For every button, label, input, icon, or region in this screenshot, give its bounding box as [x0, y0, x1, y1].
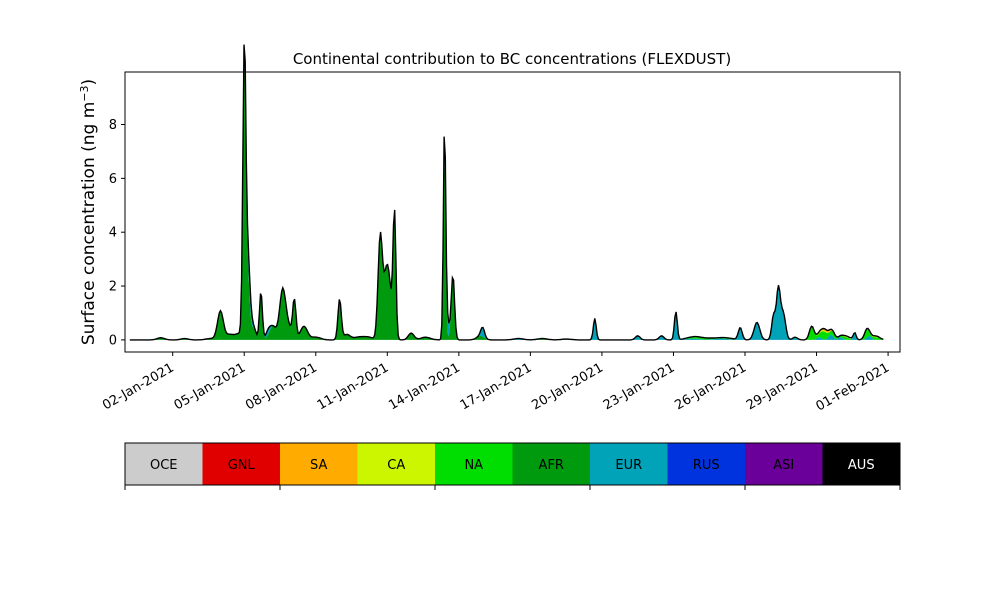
- x-tick-label: 29-Jan-2021: [744, 360, 821, 413]
- x-tick-label: 26-Jan-2021: [672, 360, 749, 413]
- colorbar-label-aus: AUS: [848, 458, 875, 473]
- x-tick-label: 05-Jan-2021: [172, 360, 249, 413]
- y-tick-label: 8: [109, 118, 117, 133]
- colorbar-swatch-sa: [280, 443, 358, 485]
- colorbar: OCE GNL SA CA NA AFR EUR RUS ASI AUS: [124, 442, 901, 490]
- x-tick-label: 01-Feb-2021: [814, 360, 893, 414]
- colorbar-swatch-afr: [512, 443, 590, 485]
- colorbar-swatch-asi: [745, 443, 823, 485]
- colorbar-swatch-eur: [590, 443, 668, 485]
- x-tick-label: 17-Jan-2021: [458, 360, 535, 413]
- colorbar-label-asi: ASI: [773, 458, 794, 473]
- chart-title: Continental contribution to BC concentra…: [293, 50, 731, 68]
- colorbar-label-gnl: GNL: [228, 458, 256, 473]
- colorbar-label-oce: OCE: [150, 458, 178, 473]
- y-tick-label: 2: [109, 280, 117, 295]
- colorbar-swatch-gnl: [202, 443, 280, 485]
- x-tick-label: 02-Jan-2021: [100, 360, 177, 413]
- colorbar-swatch-aus: [822, 443, 900, 485]
- y-axis-label-close: ): [79, 79, 99, 86]
- y-axis-label: Surface concentration (ng m−3): [78, 79, 100, 345]
- x-tick-label: 23-Jan-2021: [601, 360, 678, 413]
- plot-frame: [124, 71, 901, 353]
- colorbar-label-eur: EUR: [615, 458, 642, 473]
- colorbar-swatch-rus: [667, 443, 745, 485]
- y-axis-label-sup: −3: [78, 85, 91, 101]
- colorbar-label-ca: CA: [387, 458, 405, 473]
- colorbar-frame: [124, 442, 901, 486]
- colorbar-swatch-na: [435, 443, 513, 485]
- x-tick-label: 14-Jan-2021: [386, 360, 463, 413]
- y-tick-label: 4: [109, 226, 117, 241]
- plot-layer: [129, 44, 884, 341]
- x-tick-label: 20-Jan-2021: [529, 360, 606, 413]
- colorbar-swatch-oce: [125, 443, 203, 485]
- y-tick-label: 6: [109, 172, 117, 187]
- colorbar-label-sa: SA: [310, 458, 327, 473]
- colorbar-label-afr: AFR: [539, 458, 564, 473]
- axes-layer: 0 2 4 6 8 02-Jan-202105-Jan-202108-Jan-202111…: [100, 71, 901, 414]
- colorbar-label-na: NA: [464, 458, 483, 473]
- colorbar-swatch-ca: [357, 443, 435, 485]
- y-tick-label: 0: [109, 333, 117, 348]
- y-axis-label-main: Surface concentration (ng m: [79, 102, 99, 345]
- x-tick-label: 11-Jan-2021: [315, 360, 392, 413]
- total-outline: [129, 44, 884, 341]
- x-tick-label: 08-Jan-2021: [243, 360, 320, 413]
- colorbar-label-rus: RUS: [693, 458, 720, 473]
